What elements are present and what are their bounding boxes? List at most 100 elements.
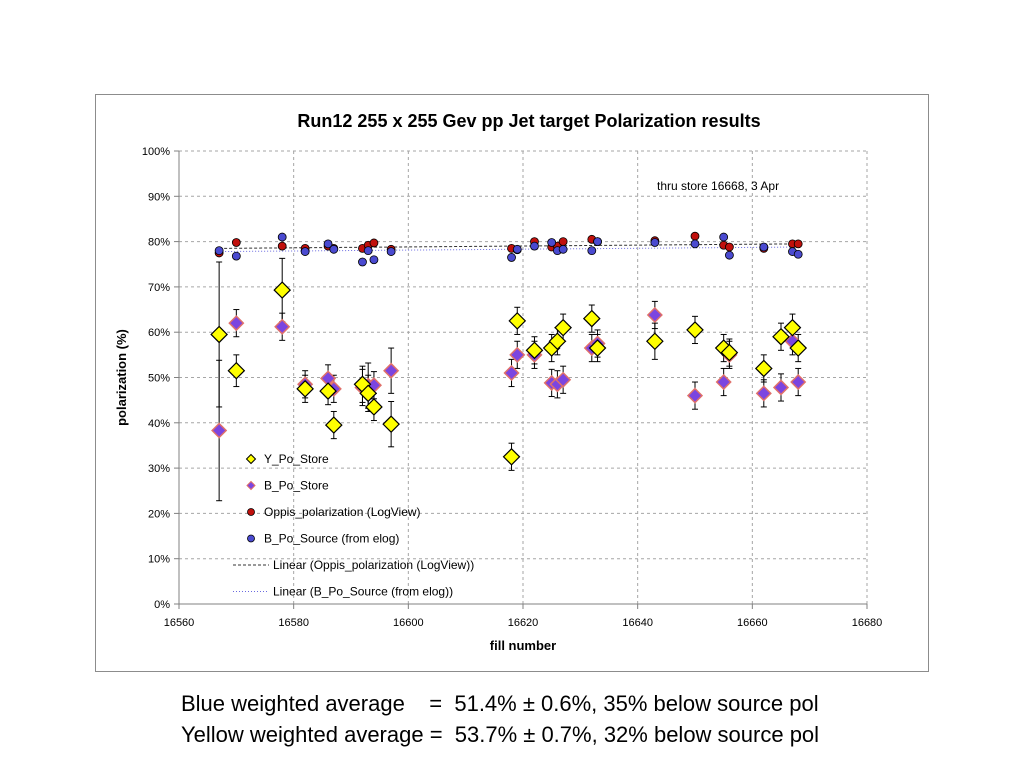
x-tick-label: 16660 bbox=[737, 617, 768, 629]
b-po-source-point bbox=[650, 238, 660, 247]
b-po-source-point bbox=[512, 244, 522, 254]
x-tick-label: 16620 bbox=[508, 617, 539, 629]
y-po-store-point bbox=[588, 339, 607, 357]
b-po-source-point bbox=[323, 239, 333, 249]
b-po-source-point bbox=[793, 249, 803, 259]
x-axis-label: fill number bbox=[490, 638, 556, 653]
y-tick-label: 80% bbox=[148, 237, 170, 249]
b-po-source-point bbox=[759, 242, 769, 252]
y-po-store-point bbox=[686, 321, 704, 339]
x-tick-label: 16640 bbox=[622, 617, 653, 629]
oppis-polarization-point bbox=[231, 238, 241, 247]
b-po-source-point bbox=[363, 246, 373, 256]
oppis-polarization-point bbox=[725, 242, 734, 252]
y-po-store-point bbox=[296, 379, 314, 398]
blue-average-caption: Blue weighted average = 51.4% ± 0.6%, 35… bbox=[181, 691, 819, 716]
y-po-store-point bbox=[525, 341, 544, 360]
y-po-store-point bbox=[548, 332, 567, 351]
b-po-source-point bbox=[587, 246, 597, 256]
b-po-source-point bbox=[277, 232, 287, 242]
b-po-store-point bbox=[755, 385, 772, 402]
y-po-store-point bbox=[754, 359, 773, 378]
b-po-source-point bbox=[719, 232, 729, 242]
y-po-store-point bbox=[359, 384, 378, 403]
b-po-store-point bbox=[772, 379, 790, 396]
b-po-source-point bbox=[725, 250, 734, 260]
y-po-store-point bbox=[508, 312, 527, 330]
y-po-store-point bbox=[772, 327, 790, 346]
b-po-store-point bbox=[790, 373, 807, 391]
x-tick-label: 16560 bbox=[164, 617, 195, 629]
b-po-source-point bbox=[231, 251, 241, 261]
b-po-source-point bbox=[593, 237, 602, 247]
yellow-average-caption: Yellow weighted average = 53.7% ± 0.7%, … bbox=[181, 722, 820, 747]
legend-b-diamond-swatch bbox=[246, 480, 256, 491]
y-tick-label: 90% bbox=[148, 191, 170, 203]
y-tick-label: 10% bbox=[148, 554, 170, 566]
y-po-store-point bbox=[324, 416, 343, 434]
legend-y-diamond-swatch bbox=[245, 453, 257, 465]
oppis-polarization-point bbox=[690, 231, 700, 241]
y-tick-label: 60% bbox=[148, 327, 170, 339]
y-po-store-point bbox=[554, 318, 572, 337]
chart-title: Run12 255 x 255 Gev pp Jet target Polari… bbox=[297, 111, 760, 131]
b-po-source-point bbox=[530, 241, 539, 251]
y-po-store-point bbox=[365, 398, 383, 416]
legend-circle-swatch bbox=[247, 534, 255, 543]
oppis-polarization-point bbox=[369, 238, 379, 248]
b-po-store-point bbox=[646, 306, 663, 324]
y-po-store-point bbox=[273, 281, 292, 299]
b-po-store-point bbox=[503, 364, 520, 382]
b-po-source-point bbox=[690, 239, 700, 249]
y-po-store-point bbox=[783, 318, 802, 337]
b-po-store-point bbox=[555, 371, 572, 388]
y-po-store-point bbox=[582, 309, 601, 328]
b-po-store-point bbox=[509, 346, 526, 363]
y-tick-label: 100% bbox=[142, 146, 170, 158]
y-po-store-point bbox=[646, 332, 664, 351]
oppis-polarization-point bbox=[558, 237, 568, 247]
legend-label: Y_Po_Store bbox=[264, 452, 329, 466]
legend-label: B_Po_Store bbox=[264, 479, 329, 493]
b-po-store-point bbox=[715, 373, 732, 391]
b-po-source-point bbox=[358, 257, 367, 267]
b-po-store-point bbox=[274, 318, 291, 335]
chart-container: Run12 255 x 255 Gev pp Jet target Polari… bbox=[95, 94, 929, 672]
b-po-store-point bbox=[211, 422, 228, 439]
b-po-source-point bbox=[214, 246, 224, 256]
y-tick-label: 40% bbox=[148, 418, 170, 430]
y-axis-label: polarization (%) bbox=[114, 329, 129, 426]
y-po-store-point bbox=[789, 339, 808, 357]
source-trend-line bbox=[219, 246, 799, 253]
b-po-store-point bbox=[383, 362, 400, 379]
y-po-store-point bbox=[227, 361, 246, 380]
b-po-source-point bbox=[507, 253, 516, 262]
legend-label: Oppis_polarization (LogView) bbox=[264, 505, 421, 519]
legend-label: Linear (B_Po_Source (from elog)) bbox=[273, 585, 453, 599]
b-po-source-point bbox=[300, 247, 310, 256]
b-po-store-point bbox=[228, 315, 245, 332]
y-tick-label: 20% bbox=[148, 508, 170, 520]
x-tick-label: 16580 bbox=[278, 617, 309, 629]
oppis-polarization-point bbox=[277, 241, 287, 251]
polarization-chart: Run12 255 x 255 Gev pp Jet target Polari… bbox=[114, 111, 883, 653]
legend-label: Linear (Oppis_polarization (LogView)) bbox=[273, 558, 474, 572]
b-po-store-point bbox=[686, 387, 704, 404]
y-po-store-point bbox=[210, 325, 228, 344]
legend-label: B_Po_Source (from elog) bbox=[264, 532, 399, 546]
y-tick-label: 30% bbox=[148, 463, 170, 475]
y-tick-label: 70% bbox=[148, 282, 170, 294]
oppis-trend-line bbox=[219, 243, 799, 249]
b-po-source-point bbox=[558, 244, 568, 254]
oppis-polarization-point bbox=[793, 239, 803, 249]
y-po-store-point bbox=[319, 382, 337, 400]
b-po-source-point bbox=[369, 255, 379, 265]
b-po-source-point bbox=[547, 238, 557, 247]
y-po-store-point bbox=[502, 447, 521, 466]
legend-circle-swatch bbox=[247, 508, 255, 516]
b-po-source-point bbox=[386, 247, 396, 256]
b-po-source-point bbox=[329, 244, 339, 254]
y-po-store-point bbox=[382, 415, 400, 434]
x-tick-label: 16680 bbox=[852, 617, 883, 629]
chart-annotation: thru store 16668, 3 Apr bbox=[657, 179, 779, 193]
